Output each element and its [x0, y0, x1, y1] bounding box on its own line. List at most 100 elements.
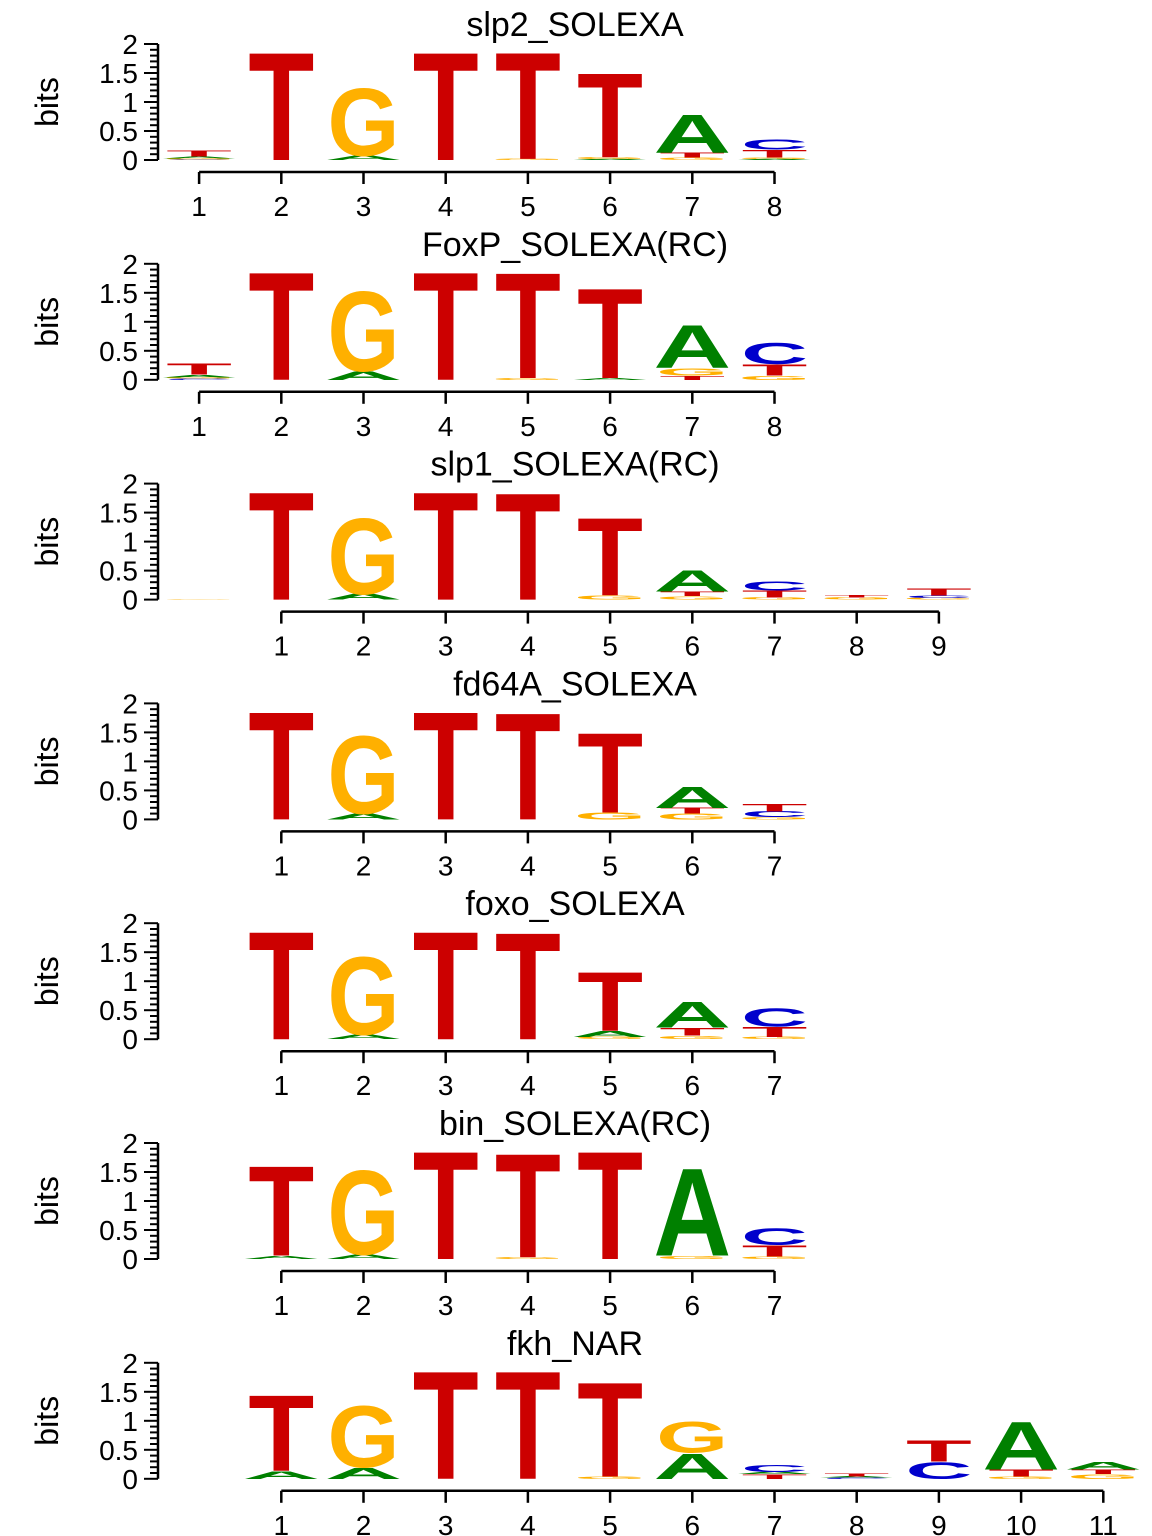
logo-letter-G: G [163, 599, 235, 600]
logo-letter-T: T [413, 21, 479, 194]
logo-letter-T: T [413, 1120, 479, 1293]
y-tick-label: 0.5 [99, 116, 138, 147]
logo-letter-A: A [325, 592, 403, 601]
logo-letter-T: T [577, 48, 643, 183]
logo-letter-T: T [577, 1120, 643, 1293]
logo-letter-T: T [742, 148, 808, 161]
x-tick-label: 3 [438, 631, 454, 662]
logo-letter-T: T [248, 21, 314, 194]
logo-letter-T: T [577, 262, 643, 406]
x-tick-label: 3 [438, 1070, 454, 1101]
logo-letter-T: T [248, 1139, 314, 1283]
y-tick-label: 1 [122, 966, 138, 997]
x-tick-label: 8 [767, 191, 783, 222]
logo-letter-G: G [656, 366, 728, 378]
logo-letter-T: T [413, 900, 479, 1073]
y-tick-label: 0 [122, 1464, 138, 1495]
x-tick-label: 1 [274, 1510, 290, 1536]
x-tick-label: 6 [685, 1070, 701, 1101]
x-tick-label: 5 [602, 1070, 618, 1101]
logo-letter-G: G [1067, 1473, 1139, 1480]
logo-letter-G: G [492, 159, 564, 161]
y-tick-label: 2 [122, 469, 138, 500]
logo-letter-G: G [327, 269, 399, 397]
chart-title: slp1_SOLEXA(RC) [430, 446, 719, 484]
logo-letter-A: A [325, 1253, 403, 1260]
logo-letter-G: G [163, 158, 235, 160]
x-tick-label: 1 [191, 191, 207, 222]
logo-letter-G: G [739, 597, 811, 601]
x-tick-label: 1 [274, 631, 290, 662]
logo-letter-G: G [738, 157, 810, 159]
x-tick-label: 4 [520, 850, 536, 881]
logo-letter-A: A [325, 154, 403, 161]
logo-letter-T: T [659, 1026, 725, 1039]
logo-letter-T: T [742, 1242, 808, 1260]
x-tick-label: 2 [356, 850, 372, 881]
x-tick-label: 3 [438, 850, 454, 881]
logo-letter-A: A [736, 159, 814, 161]
x-tick-label: 11 [1089, 1510, 1118, 1536]
x-tick-label: 7 [767, 850, 783, 881]
logo-letter-A: A [653, 1142, 731, 1282]
y-tick-label: 1.5 [99, 498, 138, 529]
y-axis-label: bits [29, 1176, 65, 1226]
logo-letter-C: C [741, 1224, 808, 1251]
logo-letter-C: C [741, 137, 808, 153]
y-axis-label: bits [29, 956, 65, 1006]
logo-letter-G: G [328, 497, 400, 618]
y-tick-label: 2 [122, 1128, 138, 1159]
logo-letter-G: G [656, 157, 728, 161]
logo-letter-T: T [166, 360, 232, 378]
logo-letter-A: A [653, 780, 731, 814]
logo-letter-A: A [325, 1033, 403, 1040]
x-tick-label: 2 [356, 631, 372, 662]
x-tick-label: 5 [602, 850, 618, 881]
x-tick-label: 3 [356, 191, 372, 222]
y-tick-label: 1 [122, 1186, 138, 1217]
logo-letter-T: T [659, 151, 725, 159]
x-tick-label: 7 [767, 631, 783, 662]
x-tick-label: 6 [685, 1510, 701, 1536]
logo-letter-T: T [413, 241, 479, 414]
x-tick-label: 7 [767, 1510, 783, 1536]
logo-letter-T: T [248, 460, 314, 633]
x-tick-label: 5 [602, 1510, 618, 1536]
x-tick-label: 2 [274, 191, 290, 222]
logo-letter-G: G [492, 378, 564, 381]
logo-letter-C: C [741, 810, 808, 819]
y-tick-label: 0 [122, 585, 138, 616]
chart-title: fkh_NAR [507, 1325, 643, 1363]
logo-letter-G: G [739, 816, 811, 820]
y-tick-label: 2 [122, 1348, 138, 1379]
logo-letter-T: T [824, 1472, 890, 1477]
logo-letter-A: A [571, 1030, 649, 1039]
logo-letter-T: T [659, 375, 725, 381]
logo-letter-A: A [1064, 1460, 1142, 1473]
logo-letter-T: T [906, 1434, 972, 1468]
logo-letter-G: G [492, 1257, 564, 1260]
logo-letter-T: T [577, 496, 643, 620]
logo-letter-G: G [574, 811, 646, 822]
x-tick-label: 7 [685, 191, 701, 222]
logo-letter-T: T [413, 680, 479, 853]
y-tick-label: 1 [122, 746, 138, 777]
x-tick-label: 6 [602, 191, 618, 222]
logo-letter-A: A [736, 1471, 814, 1475]
x-tick-label: 6 [685, 850, 701, 881]
logo-letter-A: A [571, 378, 649, 381]
y-tick-label: 0 [122, 804, 138, 835]
y-tick-label: 0.5 [99, 995, 138, 1026]
logo-letter-T: T [742, 589, 808, 600]
logo-letter-C: C [905, 595, 972, 599]
logo-letter-A: A [325, 369, 403, 382]
x-tick-label: 6 [685, 631, 701, 662]
x-tick-label: 9 [931, 631, 947, 662]
y-tick-label: 1 [122, 307, 138, 338]
logo-letter-T: T [495, 1122, 561, 1289]
y-tick-label: 0.5 [99, 336, 138, 367]
x-tick-label: 4 [438, 191, 454, 222]
x-tick-label: 1 [274, 1070, 290, 1101]
logo-letter-A: A [571, 159, 649, 161]
